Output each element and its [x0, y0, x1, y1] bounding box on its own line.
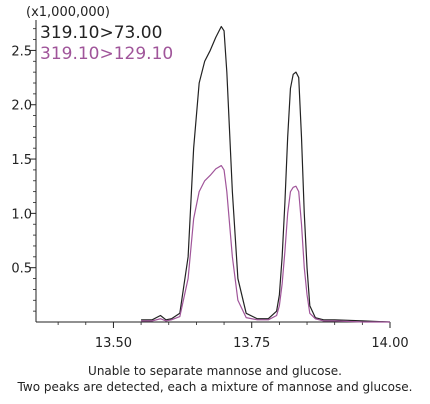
y-tick-label: 1.5 — [11, 153, 32, 168]
legend-label-series-2: 319.10>129.10 — [40, 44, 173, 64]
chart-axes — [35, 20, 390, 323]
caption-line-1: Unable to separate mannose and glucose. — [88, 364, 342, 378]
y-axis-minor-ticks — [33, 28, 36, 312]
chart-caption: Unable to separate mannose and glucose. … — [17, 364, 413, 394]
y-axis-ticks: 0.5 1.0 1.5 2.0 2.5 — [11, 44, 36, 277]
caption-line-2: Two peaks are detected, each a mixture o… — [17, 380, 413, 394]
series-layer — [141, 25, 391, 323]
x-tick-label: 13.75 — [233, 336, 270, 351]
series-line-2 — [141, 164, 390, 323]
legend: 319.10>73.00 319.10>129.10 — [40, 23, 173, 64]
x-tick-label: 13.50 — [95, 336, 132, 351]
x-axis-ticks: 13.50 13.75 14.00 — [57, 322, 409, 351]
y-tick-label: 1.0 — [11, 207, 32, 222]
y-tick-label: 2.0 — [11, 99, 32, 114]
y-tick-label: 2.5 — [11, 44, 32, 59]
series-line-1 — [141, 25, 391, 323]
legend-label-series-1: 319.10>73.00 — [40, 23, 162, 43]
y-multiplier-label: (x1,000,000) — [26, 5, 110, 20]
y-tick-label: 0.5 — [11, 262, 32, 277]
x-tick-label: 14.00 — [371, 336, 408, 351]
